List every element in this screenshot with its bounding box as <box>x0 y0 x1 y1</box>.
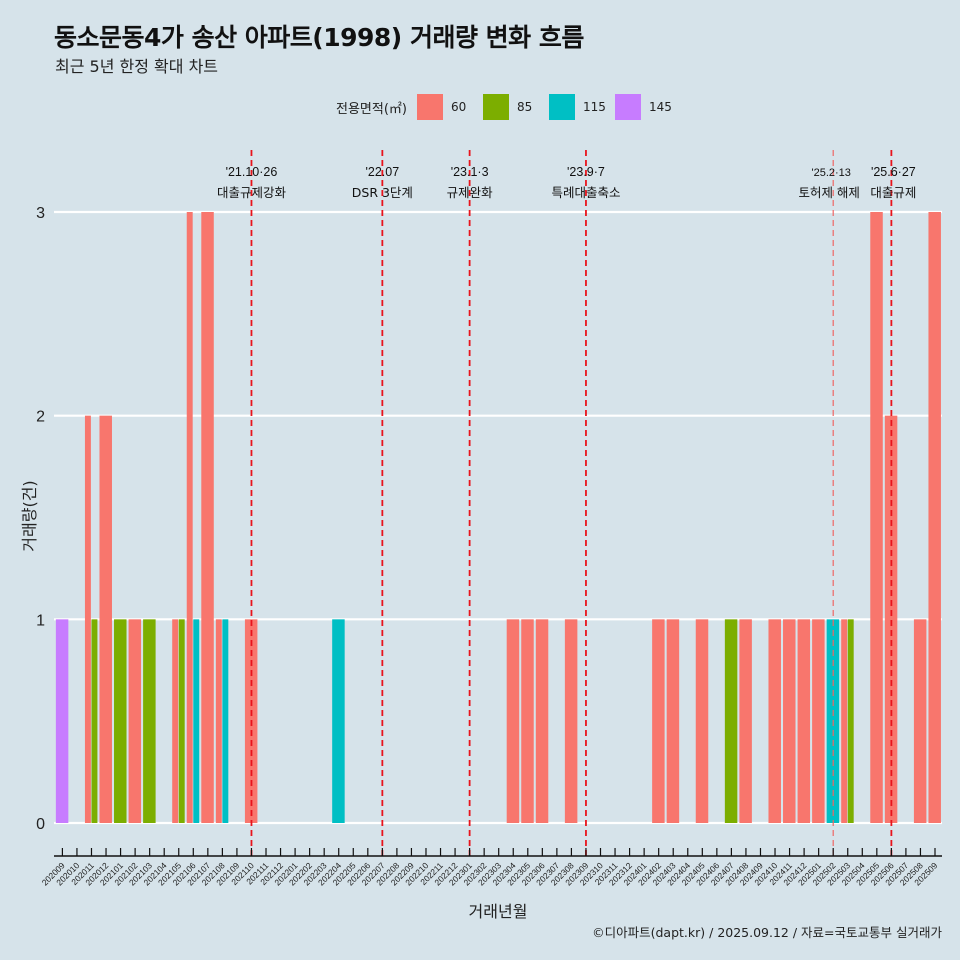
y-tick-label: 2 <box>36 409 45 426</box>
event-date-202110: '21.10·26 <box>226 165 278 179</box>
bar-202402-60 <box>652 619 665 823</box>
legend-item-145: 145 <box>614 94 673 120</box>
bar-202308-60 <box>564 619 578 823</box>
bar-202102-60 <box>128 619 142 823</box>
legend-swatch-115 <box>548 94 575 120</box>
legend-label-60: 60 <box>450 100 467 114</box>
y-axis-title: 거래량(건) <box>20 480 39 552</box>
bar-202412-60 <box>797 619 811 823</box>
legend-item-60: 60 <box>416 94 475 120</box>
bar-202503-85 <box>847 619 854 823</box>
bar-202501-60 <box>812 619 825 823</box>
bar-202505-60 <box>870 212 883 823</box>
event-label-202309: 특례대출축소 <box>551 185 620 200</box>
chart-title: 동소문동4가 송산 아파트(1998) 거래량 변화 흐름 <box>54 23 584 52</box>
event-date-202506: '25.6·27 <box>871 165 916 179</box>
legend-swatch-60 <box>416 94 443 120</box>
bar-202403-60 <box>666 619 680 823</box>
event-label-202506: 대출규제 <box>870 185 916 200</box>
bar-202509-60 <box>928 212 941 823</box>
y-tick-label: 1 <box>36 612 45 629</box>
bar-202105-85 <box>178 619 185 823</box>
chart-subtitle: 최근 5년 한정 확대 차트 <box>55 57 219 76</box>
bar-202011-60 <box>84 415 91 823</box>
bar-202107-60 <box>201 212 214 823</box>
event-label-202110: 대출규제강화 <box>217 185 287 200</box>
bar-202305-60 <box>521 619 534 823</box>
bar-202012-60 <box>99 415 112 823</box>
bars <box>55 212 941 823</box>
event-label-202207: DSR 3단계 <box>352 185 413 200</box>
bar-202106-115 <box>193 619 200 823</box>
bar-202108-60 <box>215 619 222 823</box>
legend: 전용면적(㎡) 60 85 115 145 <box>336 94 681 120</box>
legend-label-145: 145 <box>648 100 672 114</box>
event-date-202207: '22.07 <box>366 165 400 179</box>
bar-202103-85 <box>143 619 156 823</box>
y-tick-label: 3 <box>36 205 45 222</box>
footer-credit: ©디아파트(dapt.kr) / 2025.09.12 / 자료=국토교통부 실… <box>592 925 942 940</box>
bar-202407-85 <box>724 619 738 823</box>
event-date-202502: '25.2·13 <box>811 167 850 179</box>
legend-item-85: 85 <box>482 94 541 120</box>
event-lines <box>250 150 893 858</box>
bar-202506-60 <box>884 415 898 823</box>
bar-202105-60 <box>172 619 179 823</box>
legend-swatch-145 <box>614 94 641 120</box>
legend-label-115: 115 <box>582 100 606 114</box>
bar-202405-60 <box>695 619 709 823</box>
legend-label-85: 85 <box>516 100 533 114</box>
bar-202011-85 <box>91 619 98 823</box>
bar-202106-60 <box>186 212 193 823</box>
bar-202410-60 <box>768 619 781 823</box>
bar-202508-60 <box>913 619 927 823</box>
legend-item-115: 115 <box>548 94 607 120</box>
bar-202503-60 <box>841 619 848 823</box>
bar-202108-115 <box>222 619 229 823</box>
y-axis: 0 1 2 3 <box>36 205 45 833</box>
event-label-202301: 규제완화 <box>447 185 494 200</box>
bar-202009-145 <box>55 619 69 823</box>
bar-202101-85 <box>114 619 127 823</box>
bar-202408-60 <box>739 619 752 823</box>
bar-202306-60 <box>535 619 549 823</box>
y-tick-label: 0 <box>36 816 45 833</box>
bar-202411-60 <box>783 619 796 823</box>
event-annotations: '21.10·26 대출규제강화 '22.07 DSR 3단계 '23.1·3 규제완화 '… <box>217 165 916 200</box>
x-axis: 2020092020102020112020122021012021022021… <box>40 848 942 887</box>
event-label-202502: 토허제 해제 <box>798 185 859 200</box>
bar-202204-115 <box>332 619 345 823</box>
event-date-202309: '23.9·7 <box>567 165 605 179</box>
legend-swatch-85 <box>482 94 509 120</box>
bar-202304-60 <box>506 619 520 823</box>
legend-title: 전용면적(㎡) <box>336 101 407 117</box>
event-date-202301: '23.1·3 <box>451 165 489 179</box>
